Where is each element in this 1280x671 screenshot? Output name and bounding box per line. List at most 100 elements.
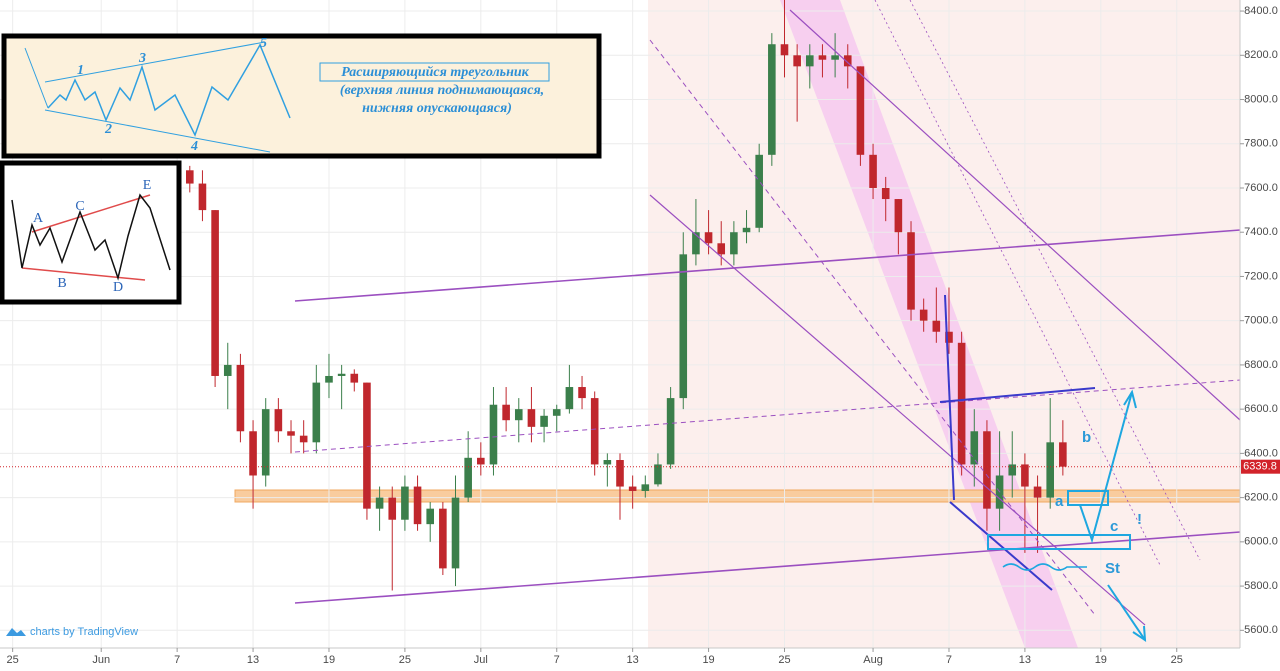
- wave-label: C: [75, 199, 84, 214]
- pattern-box-2: A B C D E: [0, 160, 182, 305]
- line: [44, 109, 271, 153]
- wave-line: [944, 294, 955, 501]
- candle-body: [388, 497, 397, 520]
- candle-body: [464, 457, 472, 498]
- candle-body: [312, 382, 321, 443]
- candle-body: [211, 210, 219, 376]
- arrow: [1107, 584, 1146, 641]
- candle-body: [236, 364, 245, 432]
- candle-body: [806, 55, 814, 67]
- x-tick-label: 19: [702, 654, 714, 666]
- marker: c: [1110, 518, 1118, 535]
- y-tick-label: 5800.0: [1244, 580, 1278, 592]
- candle-body: [552, 409, 561, 416]
- candle-body: [590, 398, 599, 465]
- candle-body: [489, 404, 498, 465]
- y-tick-label: 7200.0: [1244, 270, 1278, 282]
- candle-body: [401, 486, 409, 520]
- x-tick-label: 25: [399, 654, 411, 666]
- candle-body: [641, 484, 650, 491]
- wave-label: 5: [260, 36, 267, 51]
- y-tick-label: 8000.0: [1244, 93, 1278, 105]
- candle-body: [477, 457, 485, 465]
- line: [44, 41, 266, 83]
- pattern-note: (верхняя линия поднимающаяся,: [340, 83, 544, 98]
- candle-body: [730, 232, 738, 255]
- candle-body: [831, 55, 839, 60]
- x-tick-label: 19: [323, 654, 335, 666]
- candle-body: [1033, 486, 1042, 498]
- candle-body: [843, 55, 852, 67]
- candle-body: [439, 508, 447, 569]
- y-tick-label: 6800.0: [1244, 359, 1278, 371]
- x-tick-label: Jul: [474, 654, 488, 666]
- y-tick-label: 7600.0: [1244, 182, 1278, 194]
- trend-line: [294, 531, 1241, 604]
- channel-line: [649, 39, 1096, 616]
- candle-body: [514, 409, 523, 421]
- candle-body: [363, 382, 371, 509]
- x-tick-label: 25: [7, 654, 19, 666]
- y-tick-label: 7400.0: [1244, 226, 1278, 238]
- candle-body: [919, 309, 928, 321]
- wave: [47, 43, 291, 137]
- candle-body: [223, 364, 232, 376]
- y-tick-label: 6600.0: [1244, 403, 1278, 415]
- candle-body: [856, 66, 865, 155]
- grid: [0, 0, 1240, 648]
- watermark[interactable]: charts by TradingView: [30, 626, 138, 638]
- title-frame: [319, 62, 550, 82]
- logo: [6, 628, 26, 636]
- candle-body: [793, 55, 801, 67]
- candle-body: [274, 409, 283, 432]
- trend-line: [294, 379, 1241, 453]
- candle-body: [451, 497, 460, 569]
- candle-body: [1008, 464, 1017, 476]
- candle-body: [755, 154, 763, 228]
- channel-line: [874, 0, 1161, 566]
- candle-body: [426, 508, 434, 525]
- arrow-head: [1132, 625, 1147, 642]
- channel-line: [649, 194, 1146, 626]
- channel-line: [789, 9, 1241, 421]
- y-tick-label: 7800.0: [1244, 138, 1278, 150]
- line: [21, 267, 146, 281]
- wave: [11, 193, 171, 281]
- candle-body: [186, 170, 194, 184]
- candle-body: [654, 464, 662, 485]
- candle-body: [325, 375, 333, 383]
- arrow-head: [1123, 389, 1137, 409]
- candle-body: [287, 431, 295, 436]
- candle-body: [616, 460, 624, 487]
- drawings: [0, 0, 1241, 642]
- line: [31, 194, 151, 233]
- wave-line: [949, 501, 1053, 591]
- background-drawings: [234, 0, 1241, 648]
- x-tick-label: 13: [627, 654, 639, 666]
- candle-body: [818, 55, 827, 60]
- candle-body: [540, 415, 548, 427]
- candle-body: [261, 409, 270, 476]
- x-tick-label: 7: [554, 654, 560, 666]
- candle-body: [249, 431, 257, 476]
- candle-body: [502, 404, 510, 421]
- line: [24, 47, 49, 109]
- x-tick-label: Aug: [863, 654, 883, 666]
- candle-body: [881, 187, 890, 200]
- wave-line: [939, 387, 1096, 403]
- candle-body: [527, 409, 536, 427]
- wave-label: E: [143, 178, 152, 193]
- x-tick-label: Jun: [92, 654, 110, 666]
- candles: [160, 0, 1067, 591]
- candle-body: [628, 486, 637, 491]
- candle-body: [666, 398, 675, 465]
- candle-body: [578, 387, 586, 399]
- candle-body: [717, 243, 726, 255]
- wave-label: D: [113, 280, 123, 295]
- candle-body: [1059, 442, 1067, 467]
- x-tick-label: 13: [1019, 654, 1031, 666]
- candle-body: [780, 44, 789, 56]
- box: [0, 160, 182, 305]
- candle-body: [350, 373, 359, 383]
